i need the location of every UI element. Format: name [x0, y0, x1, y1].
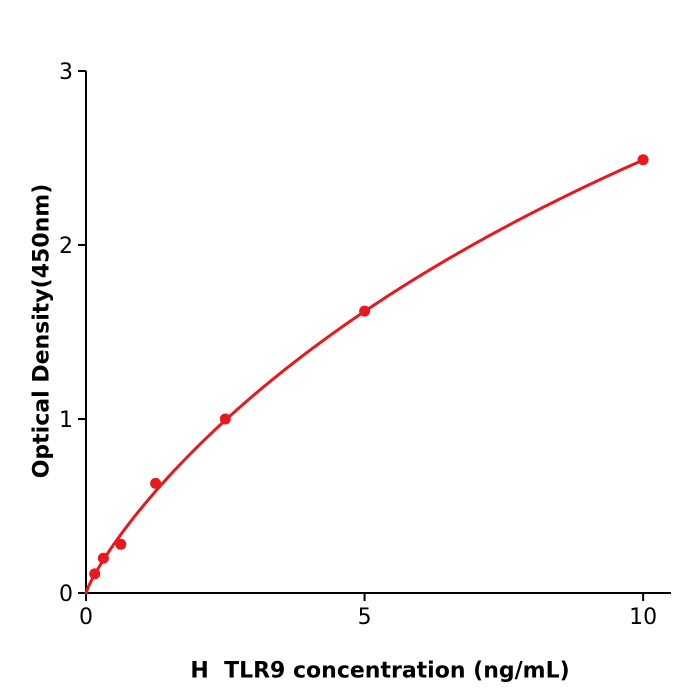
- x-tick-label: 0: [79, 605, 93, 630]
- x-axis-label: H TLR9 concentration (ng/mL): [190, 658, 570, 684]
- y-axis-label: Optical Density(450nm): [29, 183, 55, 479]
- y-tick-label: 2: [59, 234, 73, 259]
- x-tick-label: 10: [629, 605, 657, 630]
- fit-curve-line: [84, 158, 645, 595]
- data-point-marker: [219, 413, 231, 425]
- data-point-marker: [359, 305, 371, 317]
- data-point-marker: [97, 552, 109, 564]
- y-tick-label: 1: [59, 408, 73, 433]
- y-tick-label: 3: [59, 60, 73, 85]
- y-tick-label: 0: [59, 582, 73, 607]
- data-point-marker: [150, 477, 162, 489]
- data-point-marker: [637, 154, 649, 166]
- data-point-marker: [115, 538, 127, 550]
- x-tick-label: 5: [358, 605, 372, 630]
- data-point-marker: [89, 568, 101, 580]
